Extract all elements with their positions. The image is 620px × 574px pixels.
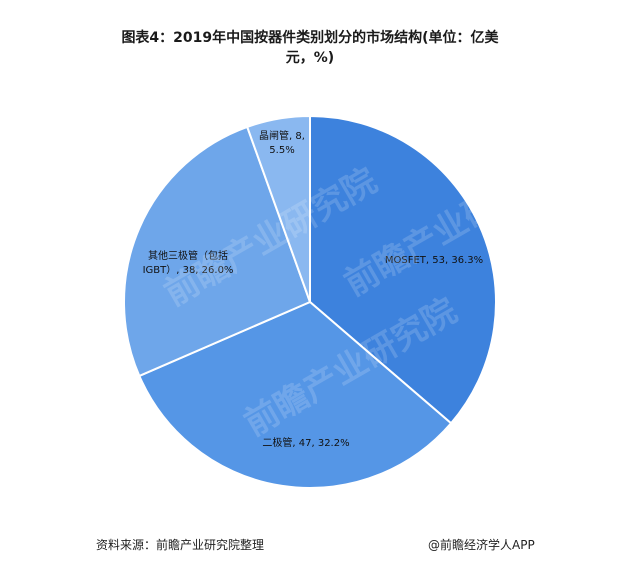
slice-label-2: 其他三极管（包括 IGBT）, 38, 26.0% — [143, 249, 234, 276]
slice-label-3: 晶闸管, 8, 5.5% — [259, 129, 305, 156]
source-note: 资料来源：前瞻产业研究院整理 — [96, 538, 265, 552]
pie-slice-3 — [245, 114, 311, 303]
chart-title: 图表4：2019年中国按器件类别划分的市场结构(单位：亿美 元，%) — [60, 28, 560, 68]
slice-label-1: 二极管, 47, 32.2% — [262, 436, 349, 449]
chart-title-line-2: 元，%) — [285, 50, 335, 66]
chart-title-line-1: 图表4：2019年中国按器件类别划分的市场结构(单位：亿美 — [121, 30, 499, 46]
pie-slice-0 — [309, 114, 497, 425]
pie-slice-1 — [138, 300, 453, 489]
pie-slice-2 — [123, 125, 312, 378]
slice-label-0: MOSFET, 53, 36.3% — [385, 255, 483, 266]
brand-credit: @前瞻经济学人APP — [428, 538, 535, 552]
